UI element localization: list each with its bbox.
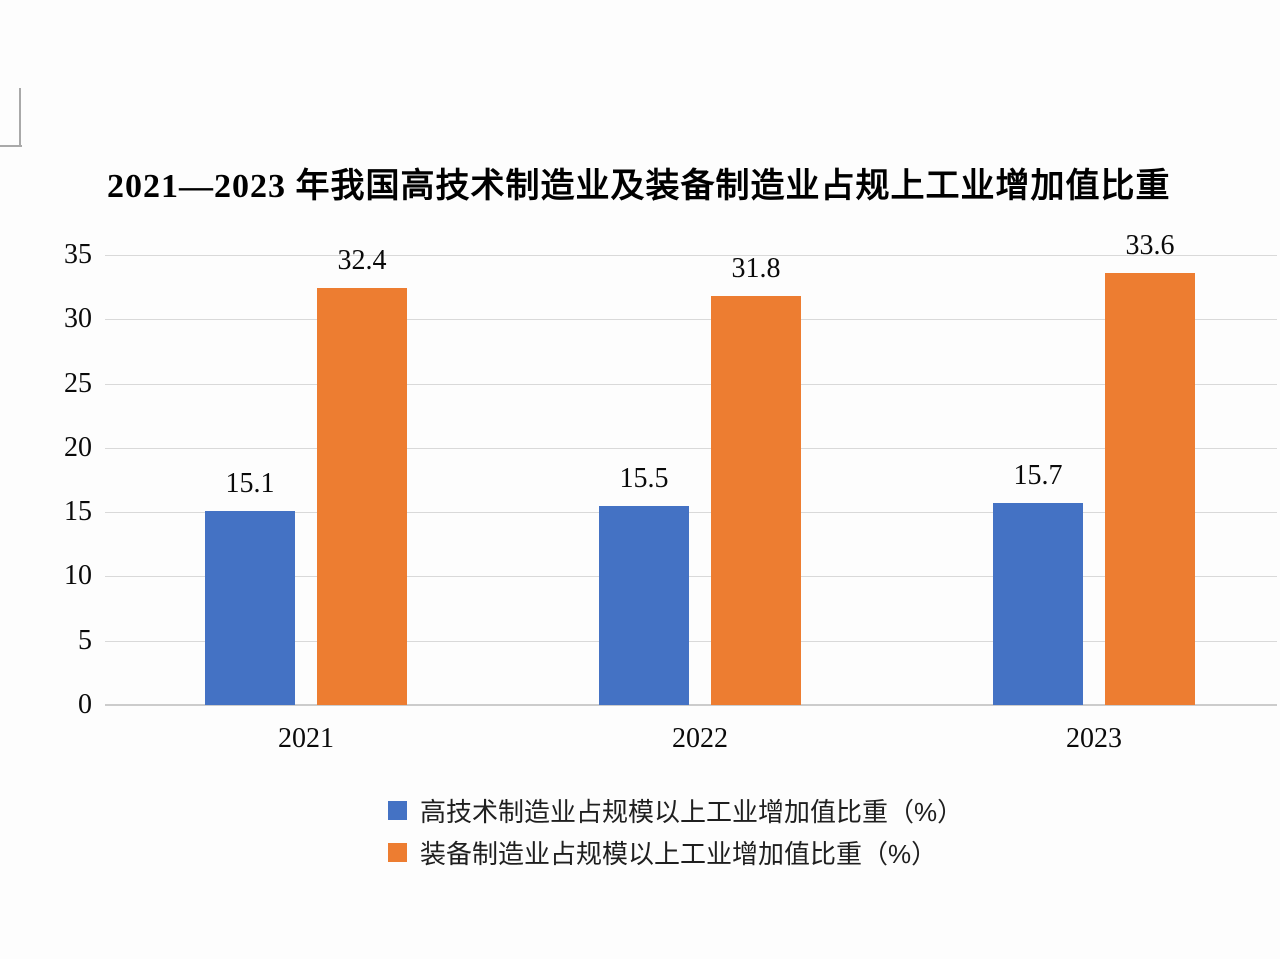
bar-value-label: 15.1 [225,467,275,499]
gridline-y-15 [105,512,1277,514]
bar-2022-series-0 [599,505,689,705]
legend-swatch-series-0 [388,800,407,820]
bar-2021-series-1 [317,288,407,705]
y-axis-tick-label: 30 [64,303,92,335]
x-axis-category-label: 2023 [1066,723,1122,754]
y-axis-tick-label: 20 [64,431,92,463]
bar-value-label: 31.8 [731,253,781,285]
gridline-y-10 [105,576,1277,578]
gridline-y-35 [105,255,1277,256]
gridline-y-20 [105,447,1277,449]
bar-2023-series-1 [1105,273,1195,705]
y-axis-tick-label: 5 [78,624,92,656]
bar-value-label: 32.4 [337,245,387,277]
legend-item-series-1: 装备制造业占规模以上工业增加值比重（%） [388,831,963,873]
bar-2023-series-0 [993,503,1083,705]
legend-item-series-0: 高技术制造业占规模以上工业增加值比重（%） [388,789,963,831]
bar-2022-series-1 [711,296,801,705]
bar-value-label: 33.6 [1125,230,1175,261]
y-axis-tick-label: 35 [64,239,92,270]
y-axis-tick-label: 15 [64,496,92,528]
x-axis-line [105,704,1277,706]
x-axis-category-label: 2021 [278,723,334,754]
bar-value-label: 15.5 [619,462,669,494]
gridline-y-30 [105,319,1277,321]
bar-value-label: 15.7 [1013,460,1063,492]
gridline-y-5 [105,640,1277,642]
legend-swatch-series-1 [388,842,407,862]
bar-2021-series-0 [205,510,295,705]
y-axis-tick-label: 10 [64,560,92,592]
gridline-y-25 [105,383,1277,385]
x-axis-category-label: 2022 [672,723,728,754]
y-axis-tick-label: 0 [78,689,92,720]
chart-legend: 高技术制造业占规模以上工业增加值比重（%） 装备制造业占规模以上工业增加值比重（%… [388,789,963,873]
y-axis-tick-label: 25 [64,367,92,399]
page-corner-mark-vertical [19,88,21,147]
chart-title: 2021—2023 年我国高技术制造业及装备制造业占规上工业增加值比重 [107,168,1171,205]
legend-label-series-0: 高技术制造业占规模以上工业增加值比重（%） [420,796,964,827]
legend-label-series-1: 装备制造业占规模以上工业增加值比重（%） [420,838,938,869]
page-corner-mark-horizontal [0,145,22,147]
